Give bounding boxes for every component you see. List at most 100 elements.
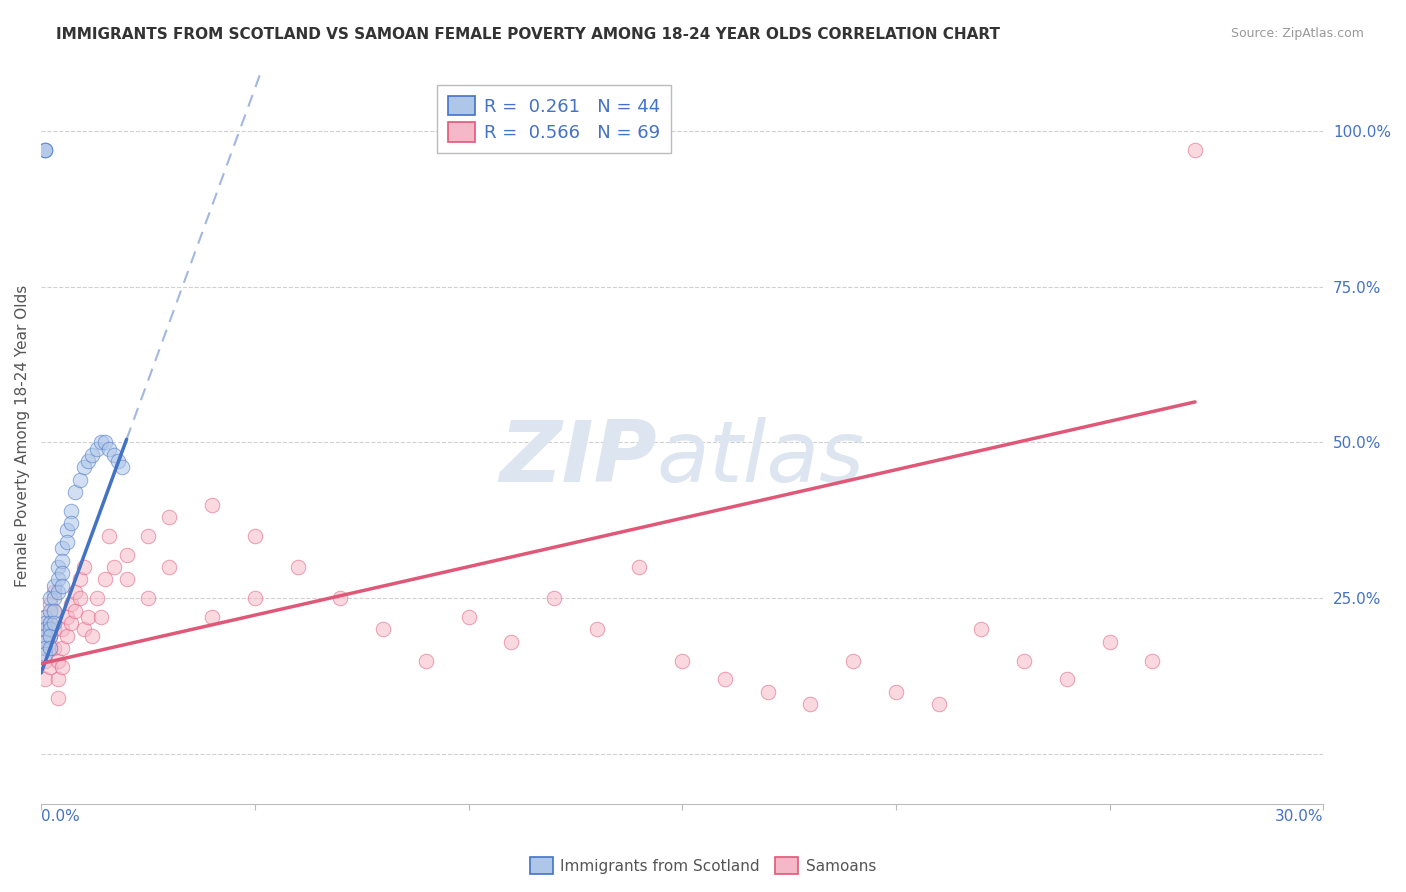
Point	[46, 585, 69, 599]
Point	[628, 560, 651, 574]
Point	[34, 610, 56, 624]
Point	[42, 604, 65, 618]
Point	[46, 560, 69, 574]
Point	[38, 629, 60, 643]
Point	[115, 548, 138, 562]
Point	[42, 585, 65, 599]
Point	[34, 672, 56, 686]
Point	[201, 498, 224, 512]
Point	[38, 641, 60, 656]
Point	[51, 659, 73, 673]
Point	[73, 623, 96, 637]
Point	[69, 573, 91, 587]
Point	[34, 653, 56, 667]
Point	[34, 641, 56, 656]
Point	[34, 143, 56, 157]
Point	[55, 523, 77, 537]
Point	[756, 684, 779, 698]
Point	[98, 442, 121, 456]
Point	[51, 554, 73, 568]
Point	[115, 573, 138, 587]
Point	[42, 623, 65, 637]
Point	[38, 604, 60, 618]
Point	[1098, 635, 1121, 649]
Point	[34, 647, 56, 661]
Point	[86, 591, 108, 606]
Point	[38, 616, 60, 631]
Point	[60, 504, 83, 518]
Point	[73, 460, 96, 475]
Point	[157, 510, 180, 524]
Point	[51, 579, 73, 593]
Legend: Immigrants from Scotland, Samoans: Immigrants from Scotland, Samoans	[523, 851, 883, 880]
Point	[34, 610, 56, 624]
Point	[65, 585, 87, 599]
Point	[136, 591, 159, 606]
Y-axis label: Female Poverty Among 18-24 Year Olds: Female Poverty Among 18-24 Year Olds	[15, 285, 30, 587]
Point	[42, 591, 65, 606]
Point	[82, 629, 104, 643]
Point	[585, 623, 607, 637]
Point	[60, 616, 83, 631]
Point	[98, 529, 121, 543]
Point	[51, 641, 73, 656]
Point	[69, 591, 91, 606]
Point	[107, 454, 129, 468]
Point	[77, 454, 100, 468]
Point	[38, 616, 60, 631]
Point	[415, 653, 437, 667]
Point	[86, 442, 108, 456]
Point	[457, 610, 479, 624]
Point	[34, 623, 56, 637]
Point	[501, 635, 523, 649]
Point	[970, 623, 993, 637]
Text: atlas: atlas	[657, 417, 865, 500]
Text: Source: ZipAtlas.com: Source: ZipAtlas.com	[1230, 27, 1364, 40]
Text: 0.0%: 0.0%	[41, 809, 80, 824]
Point	[42, 641, 65, 656]
Point	[69, 473, 91, 487]
Point	[329, 591, 352, 606]
Point	[94, 573, 117, 587]
Legend: R =  0.261   N = 44, R =  0.566   N = 69: R = 0.261 N = 44, R = 0.566 N = 69	[437, 85, 671, 153]
Point	[714, 672, 737, 686]
Point	[111, 460, 134, 475]
Point	[34, 623, 56, 637]
Point	[65, 604, 87, 618]
Point	[51, 541, 73, 556]
Point	[34, 635, 56, 649]
Point	[34, 629, 56, 643]
Point	[42, 616, 65, 631]
Point	[243, 529, 266, 543]
Point	[55, 535, 77, 549]
Point	[46, 690, 69, 705]
Point	[884, 684, 907, 698]
Point	[38, 659, 60, 673]
Point	[55, 610, 77, 624]
Point	[243, 591, 266, 606]
Point	[671, 653, 693, 667]
Point	[928, 697, 950, 711]
Point	[90, 435, 112, 450]
Point	[38, 598, 60, 612]
Point	[157, 560, 180, 574]
Point	[103, 560, 125, 574]
Point	[34, 143, 56, 157]
Point	[1056, 672, 1078, 686]
Point	[34, 143, 56, 157]
Point	[46, 573, 69, 587]
Point	[38, 629, 60, 643]
Point	[543, 591, 565, 606]
Point	[842, 653, 865, 667]
Point	[51, 566, 73, 581]
Point	[42, 579, 65, 593]
Text: ZIP: ZIP	[499, 417, 657, 500]
Point	[60, 598, 83, 612]
Point	[55, 629, 77, 643]
Point	[46, 653, 69, 667]
Point	[38, 623, 60, 637]
Point	[34, 635, 56, 649]
Point	[65, 485, 87, 500]
Point	[1012, 653, 1035, 667]
Text: 30.0%: 30.0%	[1275, 809, 1323, 824]
